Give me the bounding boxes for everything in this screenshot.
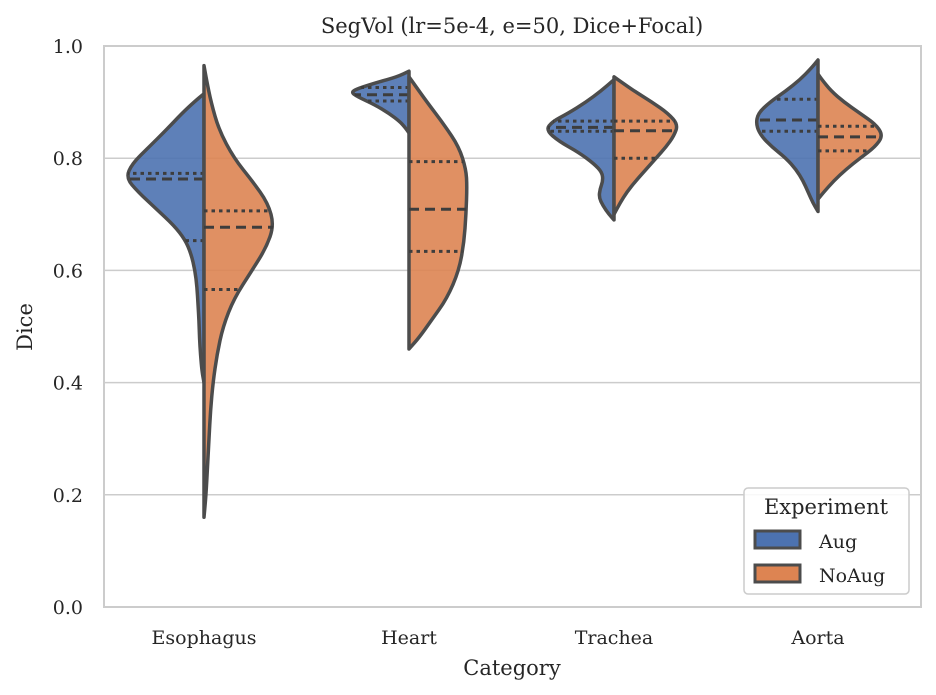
y-tick-label: 0.6 [53, 260, 83, 282]
violins [126, 58, 883, 519]
legend: Experiment Aug NoAug [743, 487, 910, 595]
y-tick-label: 0.4 [53, 373, 83, 395]
x-tick-label: Trachea [575, 627, 654, 649]
chart-title: SegVol (lr=5e-4, e=50, Dice+Focal) [321, 14, 703, 38]
legend-swatch-noaug [753, 563, 802, 584]
x-tick-label: Heart [381, 627, 437, 649]
y-tick-label: 0.0 [53, 597, 83, 619]
violin-noaug-esophagus [202, 63, 275, 519]
x-tick-labels: Esophagus Heart Trachea Aorta [152, 627, 845, 649]
y-tick-label: 0.2 [53, 485, 83, 507]
plot-frame [103, 45, 922, 608]
x-axis-label: Category [463, 656, 561, 680]
violin-noaug-aorta [816, 72, 883, 201]
y-axis-label: Dice [13, 303, 37, 351]
violin-noaug-heart [407, 75, 469, 351]
y-tick-label: 0.8 [53, 148, 83, 170]
x-tick-label: Aorta [790, 627, 844, 649]
legend-label-noaug: NoAug [819, 565, 885, 587]
legend-label-aug: Aug [818, 531, 857, 553]
x-tick-label: Esophagus [152, 627, 257, 649]
violin-noaug-trachea [612, 75, 679, 217]
violin-aug-aorta [754, 58, 820, 214]
violin-aug-trachea [546, 77, 616, 222]
y-tick-labels: 0.0 0.2 0.4 0.6 0.8 1.0 [53, 36, 83, 619]
violin-aug-esophagus [126, 91, 206, 385]
legend-swatch-aug [753, 529, 802, 550]
legend-title: Experiment [764, 495, 889, 519]
violin-aug-heart [350, 69, 411, 135]
y-tick-label: 1.0 [53, 36, 83, 58]
